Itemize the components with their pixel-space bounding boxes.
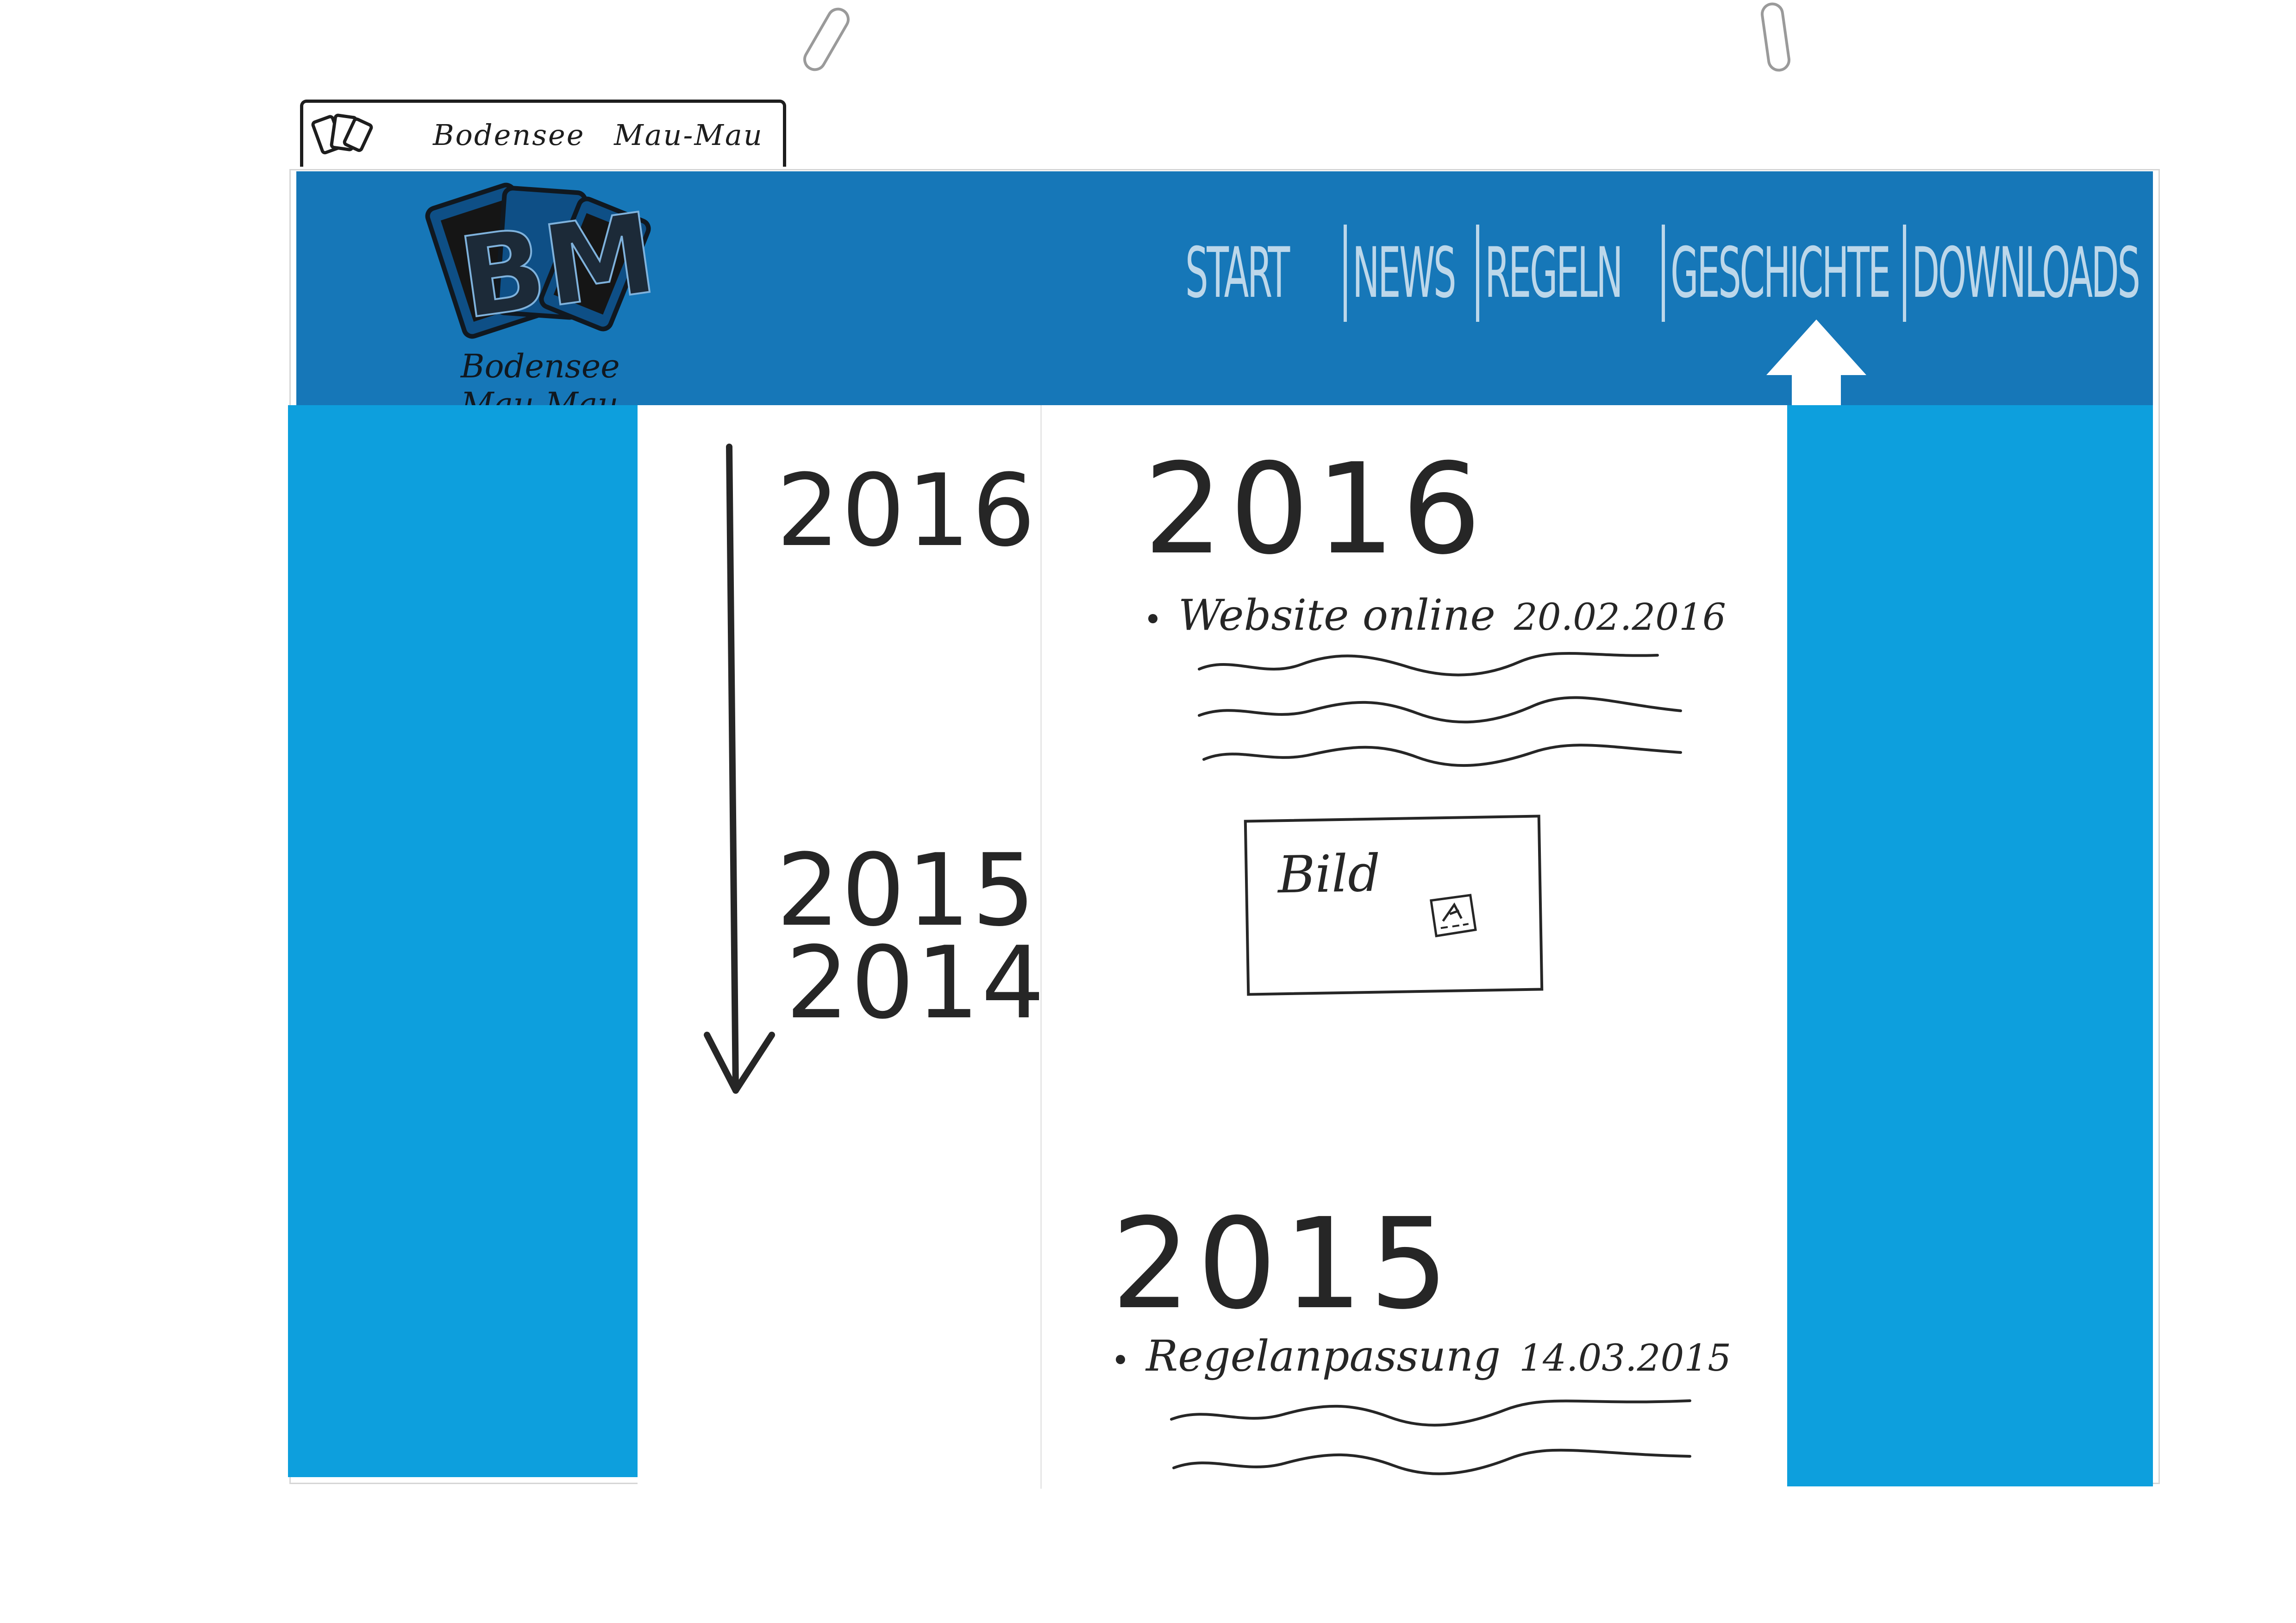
placeholder-text-lines <box>1170 1399 1691 1475</box>
section-year-2015: 2015 <box>1111 1191 1456 1337</box>
main-nav: START NEWS REGELN GESCHICHTE DOWNLOADS <box>1185 225 2140 322</box>
nav-item-regeln[interactable]: REGELN <box>1485 233 1623 313</box>
nav-separator <box>1344 225 1347 322</box>
tab-title: Bodensee Mau-Mau <box>433 118 763 152</box>
timeline-column: 2016 2015 2014 <box>638 405 1045 1489</box>
left-sidebar <box>288 405 638 1477</box>
nav-separator <box>1476 225 1479 322</box>
nav-separator <box>1662 225 1665 322</box>
site-logo[interactable]: BM Bodensee Mau-Mau <box>400 171 678 423</box>
site-header: BM Bodensee Mau-Mau START NEWS REGELN GE… <box>296 171 2153 423</box>
paper-clip-decoration <box>799 3 854 75</box>
timeline-year-2015[interactable]: 2015 <box>776 832 1038 948</box>
down-arrow-icon <box>704 444 775 1094</box>
nav-item-news[interactable]: NEWS <box>1352 233 1457 313</box>
svg-text:BM: BM <box>452 188 663 344</box>
image-icon <box>1429 894 1477 938</box>
up-arrow-icon <box>1766 320 1866 375</box>
bullet-icon <box>1148 614 1157 624</box>
browser-tab[interactable]: Bodensee Mau-Mau <box>300 100 786 167</box>
entry-title: Regelanpassung <box>1146 1331 1501 1381</box>
nav-separator <box>1903 225 1906 322</box>
entry-title: Website online <box>1178 590 1495 640</box>
nav-item-start[interactable]: START <box>1185 233 1290 313</box>
entry-date: 20.02.2016 <box>1514 595 1726 639</box>
nav-item-downloads[interactable]: DOWNLOADS <box>1912 233 2140 313</box>
bullet-icon <box>1116 1355 1125 1365</box>
right-sidebar <box>1787 405 2153 1486</box>
timeline-year-2014[interactable]: 2014 <box>786 925 1047 1041</box>
placeholder-text-lines <box>1198 652 1682 767</box>
history-entry: Website online 20.02.2016 <box>1148 590 1726 640</box>
timeline-year-2016[interactable]: 2016 <box>776 452 1038 569</box>
image-placeholder: Bild <box>1244 815 1544 996</box>
section-year-2016: 2016 <box>1144 436 1488 582</box>
logo-cards-icon: BM <box>425 182 664 345</box>
playing-cards-icon <box>303 103 382 167</box>
nav-item-geschichte[interactable]: GESCHICHTE <box>1670 233 1891 313</box>
history-entry: Regelanpassung 14.03.2015 <box>1116 1331 1731 1381</box>
entry-date: 14.03.2015 <box>1519 1336 1732 1379</box>
image-placeholder-label: Bild <box>1277 843 1381 905</box>
history-content: 2016 Website online 20.02.2016 Bild 2015 … <box>1042 405 1787 1489</box>
paper-clip-decoration <box>1759 1 1792 73</box>
